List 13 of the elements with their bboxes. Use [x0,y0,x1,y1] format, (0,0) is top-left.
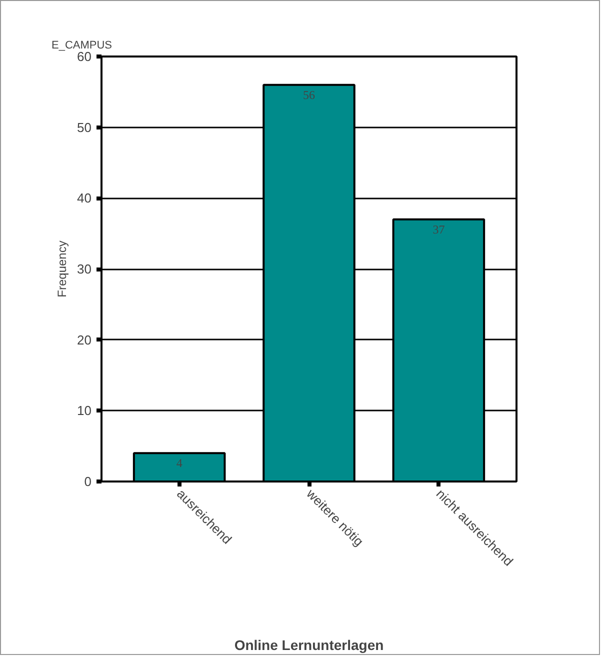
y-tick-label: 20 [77,332,92,348]
data-label: 56 [303,88,315,102]
y-axis-title: Frequency [55,240,70,298]
y-tick-label: 30 [77,262,92,276]
y-tick-label: 40 [77,190,92,206]
y-tick-label: 0 [84,474,92,489]
chart-title: E_CAMPUS [52,40,112,52]
y-tick-label: 60 [77,49,92,64]
data-label: 4 [176,456,182,470]
data-label: 37 [432,222,445,236]
y-tick-label: 10 [77,403,92,418]
x-axis-title: Online Lernunterlagen [234,637,384,654]
y-tick-label: 50 [77,120,92,135]
